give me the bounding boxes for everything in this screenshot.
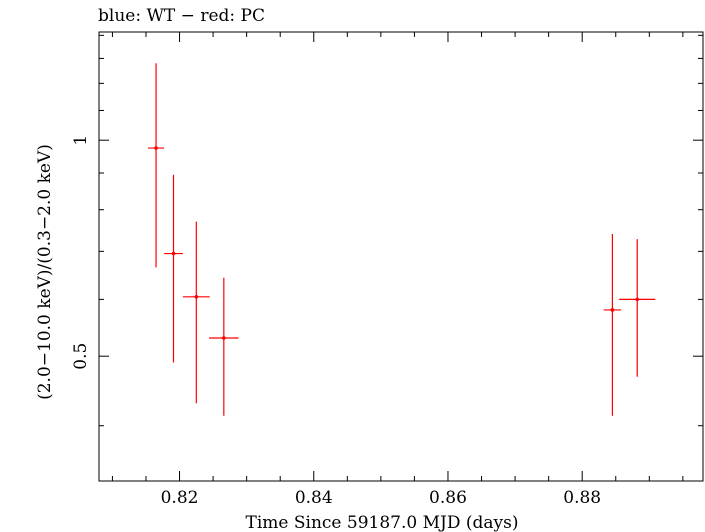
x-tick-label: 0.82 [161, 488, 199, 508]
y-tick-label: 0.5 [71, 343, 91, 370]
x-tick-label: 0.88 [563, 488, 601, 508]
point-marker [194, 294, 199, 299]
x-axis-label: Time Since 59187.0 MJD (days) [246, 513, 519, 532]
y-axis-label: (2.0−10.0 keV)/(0.3−2.0 keV) [35, 144, 55, 400]
data-point [164, 174, 183, 363]
data-point [619, 239, 656, 377]
point-marker [171, 251, 176, 256]
data-point [209, 277, 239, 416]
point-marker [635, 297, 640, 302]
chart-title: blue: WT − red: PC [98, 6, 265, 26]
point-marker [222, 336, 226, 340]
data-point [182, 221, 210, 404]
x-tick-label: 0.86 [429, 488, 467, 508]
plot-frame [98, 31, 704, 482]
point-marker [610, 308, 615, 312]
y-tick-label: 1 [71, 135, 91, 146]
point-marker [154, 146, 158, 150]
x-tick-label: 0.84 [295, 488, 333, 508]
axis-ticks: 0.82 0.84 0.86 0.88 0.5 1 [71, 32, 703, 508]
data-points [147, 63, 656, 416]
data-point [603, 234, 622, 416]
data-point [147, 63, 165, 268]
